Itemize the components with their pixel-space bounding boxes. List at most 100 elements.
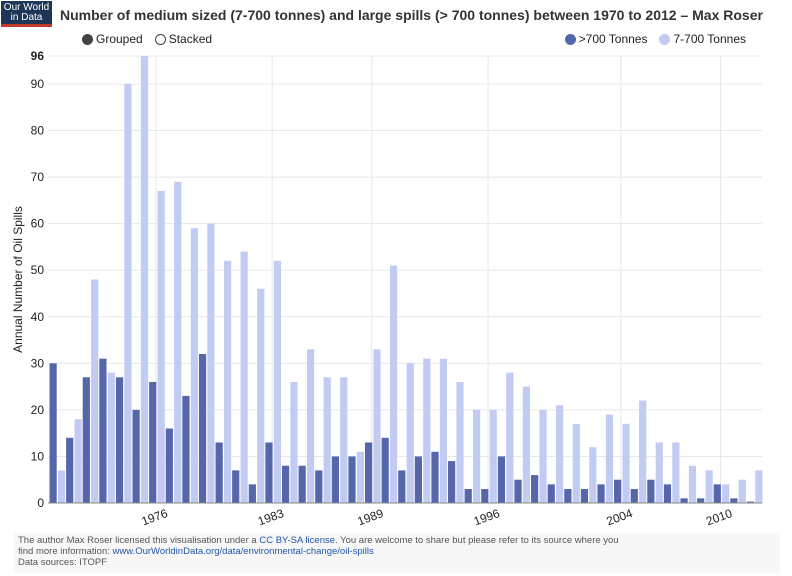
bar-large-spills (132, 409, 140, 503)
bar-large-spills (647, 479, 655, 503)
chart-title: Number of medium sized (7-700 tonnes) an… (60, 7, 763, 23)
bar-medium-spills (655, 442, 663, 503)
bar-medium-spills (140, 56, 149, 503)
x-tick-label: 1976 (140, 506, 170, 528)
bar-large-spills (514, 479, 522, 503)
x-tick-label: 1989 (355, 506, 385, 528)
y-tick-label: 40 (31, 310, 45, 324)
bar-medium-spills (589, 447, 597, 503)
bar-medium-spills (257, 288, 265, 503)
bar-large-spills (99, 358, 107, 503)
y-tick-label: 96 (31, 49, 45, 63)
bar-medium-spills (57, 470, 66, 503)
bar-large-spills (315, 470, 323, 503)
grouped-radio-icon (82, 33, 93, 45)
x-tick-label: 1996 (472, 506, 502, 528)
source-link[interactable]: www.OurWorldinData.org/data/environmenta… (112, 546, 374, 557)
bar-large-spills (614, 479, 622, 503)
bar-large-spills (531, 475, 539, 503)
logo-line-1: Our World (3, 2, 50, 13)
bar-large-spills (663, 484, 672, 503)
bar-medium-spills (755, 470, 763, 503)
bar-large-spills (580, 489, 589, 503)
bar-medium-spills (174, 181, 182, 503)
legend-item-medium[interactable]: 7-700 Tonnes (659, 32, 746, 46)
bar-large-spills (298, 465, 306, 503)
footer-text-1: The author Max Roser licensed this visua… (18, 535, 260, 546)
stacked-option[interactable]: Stacked (154, 32, 213, 46)
bar-medium-spills (489, 409, 497, 503)
bar-large-spills (82, 377, 90, 503)
footer-text-2: . You are welcome to share but please re… (335, 535, 619, 546)
bar-medium-spills (456, 381, 464, 503)
bar-medium-spills (522, 386, 531, 503)
bar-medium-spills (473, 409, 481, 503)
footer-text-3: find more information: (18, 546, 113, 557)
bar-large-spills (182, 395, 190, 503)
bar-large-spills (348, 456, 356, 503)
grouped-label: Grouped (96, 32, 143, 46)
stacked-label: Stacked (168, 32, 213, 46)
legend-label-large: >700 Tonnes (578, 32, 648, 46)
bar-medium-spills (672, 442, 680, 503)
owid-logo: Our World in Data (1, 1, 52, 27)
bar-large-spills (149, 381, 157, 503)
bar-medium-spills (688, 465, 697, 503)
bar-large-spills (364, 442, 373, 503)
bar-medium-spills (207, 223, 215, 503)
bar-medium-spills (124, 83, 132, 503)
bar-medium-spills (423, 358, 431, 503)
bar-large-spills (381, 437, 389, 503)
bar-large-spills (713, 484, 721, 503)
stacked-radio-icon (154, 33, 166, 45)
bar-large-spills (564, 489, 572, 503)
bar-large-spills (265, 442, 273, 503)
bar-medium-spills (705, 470, 713, 503)
bar-large-spills (281, 465, 290, 503)
bar-medium-spills (722, 484, 730, 503)
bar-large-spills (431, 451, 439, 503)
bar-large-spills (448, 461, 456, 503)
x-tick-label: 2010 (704, 506, 734, 528)
bar-medium-spills (273, 260, 281, 503)
bar-medium-spills (190, 228, 198, 503)
y-axis-label: Annual Number of Oil Spills (11, 206, 25, 353)
y-tick-label: 60 (31, 217, 45, 231)
bar-large-spills (680, 498, 688, 503)
bar-medium-spills (406, 363, 414, 503)
bar-medium-spills (639, 400, 647, 503)
bar-large-spills (248, 484, 256, 503)
bar-large-spills (398, 470, 406, 503)
bar-large-spills (481, 489, 489, 503)
logo-line-2: in Data (10, 12, 43, 23)
y-tick-label: 80 (31, 124, 45, 138)
bar-medium-spills (738, 479, 746, 503)
x-tick-label: 1983 (256, 506, 286, 528)
bar-medium-spills (373, 349, 381, 503)
y-tick-label: 10 (31, 449, 45, 463)
y-tick-label: 70 (31, 170, 45, 184)
bar-large-spills (730, 498, 738, 503)
legend-dot-medium-icon (659, 33, 671, 45)
bar-medium-spills (223, 260, 232, 503)
bar-large-spills (215, 442, 223, 503)
bar-medium-spills (306, 349, 315, 503)
legend-item-large[interactable]: >700 Tonnes (564, 32, 648, 46)
bar-large-spills (597, 484, 605, 503)
grouped-option[interactable]: Grouped (82, 32, 143, 46)
bar-large-spills (49, 363, 57, 503)
chart-legend: >700 Tonnes 7-700 Tonnes (564, 32, 746, 46)
bar-large-spills (547, 484, 555, 503)
mode-toggle: Grouped Stacked (82, 32, 212, 46)
bar-large-spills (746, 501, 755, 503)
bar-medium-spills (506, 372, 514, 503)
bar-medium-spills (605, 414, 614, 503)
bar-medium-spills (556, 405, 564, 503)
license-link[interactable]: CC BY-SA license (259, 535, 336, 546)
bar-medium-spills (240, 251, 248, 503)
bar-medium-spills (622, 423, 630, 503)
footer: The author Max Roser licensed this visua… (14, 533, 780, 573)
bar-medium-spills (157, 191, 165, 503)
bar-medium-spills (572, 423, 580, 503)
